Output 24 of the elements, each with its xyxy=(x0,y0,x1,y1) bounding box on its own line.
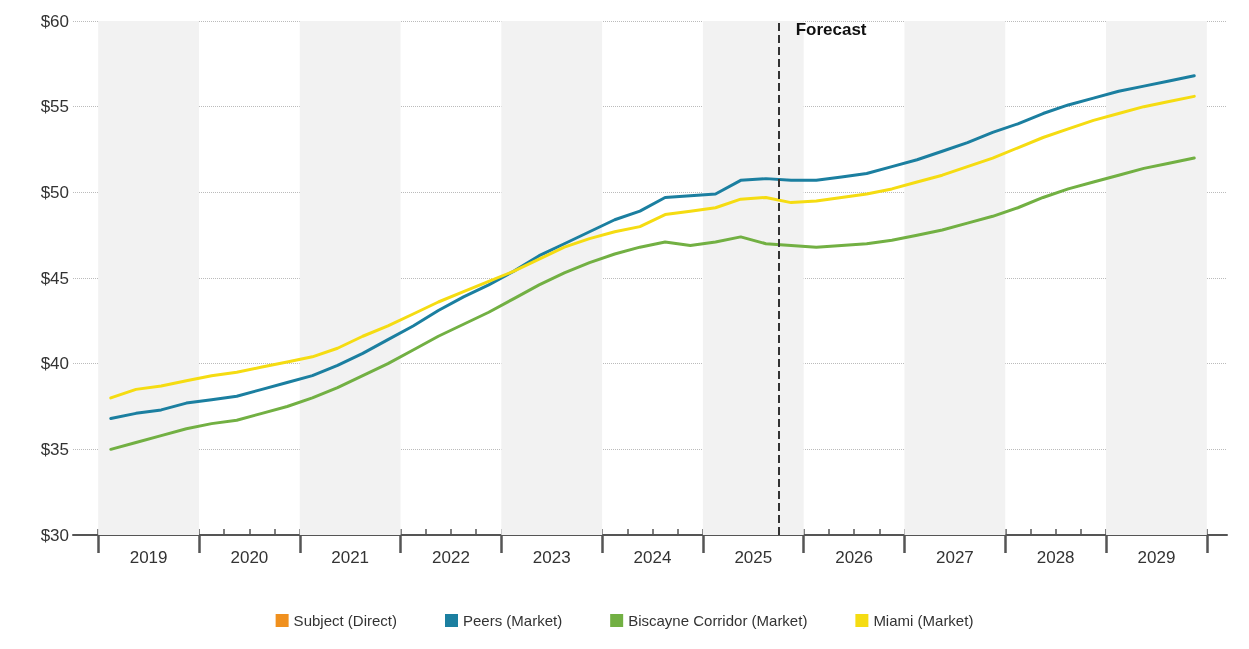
x-tick-label: 2029 xyxy=(1137,548,1176,567)
x-tick-label: 2025 xyxy=(734,548,773,567)
y-tick-label: $60 xyxy=(40,11,69,31)
line-series xyxy=(109,156,1196,451)
y-tick-label: $30 xyxy=(40,525,69,545)
x-tick-label: 2023 xyxy=(532,548,571,567)
x-tick-label: 2027 xyxy=(935,548,974,567)
x-tick-label: 2028 xyxy=(1036,548,1075,567)
ref-line-label: Forecast xyxy=(795,20,867,39)
x-tick-label: 2022 xyxy=(432,548,470,567)
y-tick-label: $55 xyxy=(40,97,69,117)
legend-label: Miami (Market) xyxy=(873,612,974,629)
y-tick-label: $45 xyxy=(40,268,69,288)
legend-label: Subject (Direct) xyxy=(293,612,397,629)
y-tick-label: $35 xyxy=(40,439,69,459)
legend-label: Biscayne Corridor (Market) xyxy=(628,612,808,629)
x-tick-label: 2026 xyxy=(835,548,874,567)
x-tick-label: 2021 xyxy=(331,548,370,567)
x-tick-label: 2020 xyxy=(230,548,269,567)
y-tick-label: $40 xyxy=(40,354,69,374)
x-tick-label: 2019 xyxy=(129,548,168,567)
legend-label: Peers (Market) xyxy=(462,612,563,629)
y-tick-label: $50 xyxy=(40,182,69,202)
x-tick-label: 2024 xyxy=(633,548,672,567)
